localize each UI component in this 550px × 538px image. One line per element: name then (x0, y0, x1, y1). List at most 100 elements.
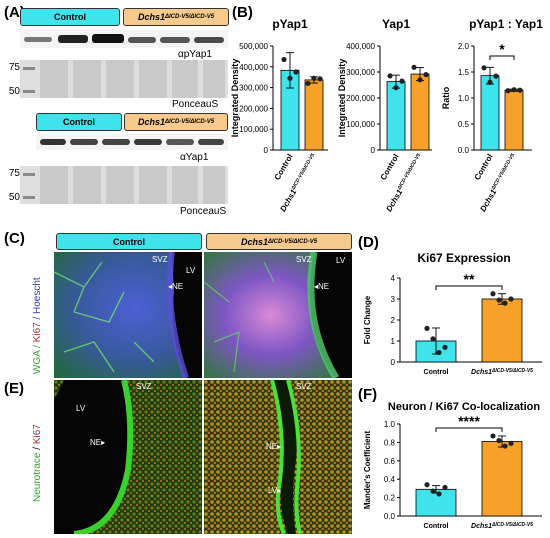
data-point (424, 482, 430, 488)
colocalization-chart: Neuron / Ki67 Co-localization 0.0 0.2 0.4 0.… (363, 401, 542, 530)
ponceau-lane (40, 166, 68, 204)
ladder-band (23, 173, 35, 176)
mutant-group-label: Dchs1 ΔICD-V5/ΔICD-V5 (123, 8, 229, 26)
ponceau-lane (106, 166, 134, 204)
y-axis-label: Integrated Density (230, 59, 240, 138)
y-tick-label: 3 (391, 295, 396, 304)
ne-label-text: NE (172, 282, 184, 291)
data-point (502, 300, 508, 306)
y-axis-label: Integrated Density (337, 59, 347, 138)
blot-band (160, 37, 190, 43)
y-axis-label: Mander's Coefficient (363, 430, 372, 509)
y-tick-label: 0.0 (384, 512, 396, 521)
mutant-label-sup-3: ΔICD-V5/ΔICD-V5 (267, 238, 318, 245)
blot-band (102, 139, 130, 145)
yap1-antibody-label: αYap1 (180, 152, 209, 163)
mw-50-label: 50 (8, 86, 20, 97)
data-point (502, 443, 508, 449)
ne-label-text-2: NE (318, 282, 330, 291)
blot-band (194, 37, 224, 43)
control-group-label: Control (20, 8, 120, 26)
mutant-group-label-2: Dchs1 ΔICD-V5/ΔICD-V5 (124, 113, 228, 131)
ponceau-lane (139, 166, 167, 204)
pyap1-antibody-label: αpYap1 (178, 49, 212, 60)
y-tick-label: 200,000 (239, 104, 268, 113)
mw-75-label-2: 75 (8, 168, 20, 179)
control-group-label-3: Control (56, 233, 202, 250)
mutant-label-sup: ΔICD-V5/ΔICD-V5 (164, 14, 215, 20)
category-label: Control (273, 153, 295, 182)
bar (481, 298, 523, 363)
ki67-channel-label-2: Ki67 (32, 424, 43, 445)
mutant-label-text: Dchs1 (137, 12, 165, 22)
ne-label-4: NE▸ (266, 442, 282, 451)
significance-marker: ** (464, 271, 475, 287)
category-label: Control (379, 153, 401, 182)
data-point (423, 72, 429, 78)
bar (480, 75, 500, 151)
y-tick-label: 300,000 (346, 68, 375, 77)
data-point (481, 65, 487, 71)
ne-label-3: NE▸ (90, 438, 106, 447)
ponceau-lane (139, 60, 167, 98)
control-label-text: Control (54, 12, 86, 22)
svz-label: SVZ (152, 255, 168, 264)
data-point (436, 491, 442, 497)
data-point (442, 484, 448, 491)
data-point (442, 344, 448, 350)
c-channel-legend: WGA / Ki67 / Hoescht (32, 277, 43, 374)
ladder-band (23, 67, 35, 70)
category-label: Dchs1ΔICD-V5/ΔICD-V5 (471, 522, 533, 530)
blot-band (198, 139, 224, 145)
e-channel-legend: Neurotrace / Ki67 (32, 424, 43, 502)
significance-bracket (435, 427, 503, 432)
mutant-wga-micrograph: SVZ LV ◂NE (204, 252, 352, 378)
blot-band (24, 37, 52, 42)
data-point (311, 75, 317, 81)
y-tick-label: 0 (264, 146, 269, 155)
blot-band (58, 35, 88, 43)
hoechst-channel-label: / Hoescht (32, 277, 43, 323)
ratio-chart: pYap1 : Yap10.00.51.01.52.0RatioControlD… (441, 17, 543, 213)
chart-title: pYap1 (272, 17, 308, 31)
ki67-channel-label: Ki67 (32, 322, 43, 343)
mw-50-label-2: 50 (8, 192, 20, 203)
blot-band (128, 37, 156, 43)
chart-title: Yap1 (382, 17, 410, 31)
control-wga-micrograph: SVZ LV ◂NE (54, 252, 202, 378)
svz-label-2: SVZ (296, 255, 312, 264)
ponceau-lane (172, 166, 198, 204)
significance-marker: **** (458, 413, 480, 429)
svz-label-4: SVZ (296, 382, 312, 391)
data-point (430, 336, 436, 342)
control-label-text-3: Control (113, 236, 145, 247)
mw-75-label: 75 (8, 62, 20, 73)
blot-band (40, 139, 66, 145)
y-tick-label: 0.5 (458, 120, 470, 129)
data-point (496, 437, 502, 444)
y-tick-label: 2.0 (458, 42, 470, 51)
data-point (424, 325, 430, 331)
bar (504, 89, 524, 151)
data-point (430, 488, 436, 494)
y-tick-label: 4 (391, 274, 396, 283)
bar (481, 441, 523, 517)
ne-label-2: ◂NE (314, 282, 330, 291)
lv-label-2: LV (336, 256, 346, 265)
ne-label-text-3: NE (90, 438, 102, 447)
blot-band (166, 139, 194, 145)
data-point (496, 297, 502, 303)
significance-marker: * (499, 41, 505, 57)
panel-label-c: (C) (4, 230, 25, 247)
control-label-text-2: Control (63, 117, 95, 127)
data-point (305, 80, 311, 87)
category-label: Control (424, 369, 449, 376)
control-group-label-2: Control (36, 113, 122, 131)
data-point (287, 75, 293, 81)
data-point (317, 76, 323, 82)
mutant-group-label-3: Dchs1 ΔICD-V5/ΔICD-V5 (206, 233, 352, 250)
ladder-band (23, 196, 35, 199)
data-point (511, 87, 517, 93)
ponceau-stain-bottom (20, 166, 228, 204)
y-tick-label: 0.4 (384, 475, 396, 484)
